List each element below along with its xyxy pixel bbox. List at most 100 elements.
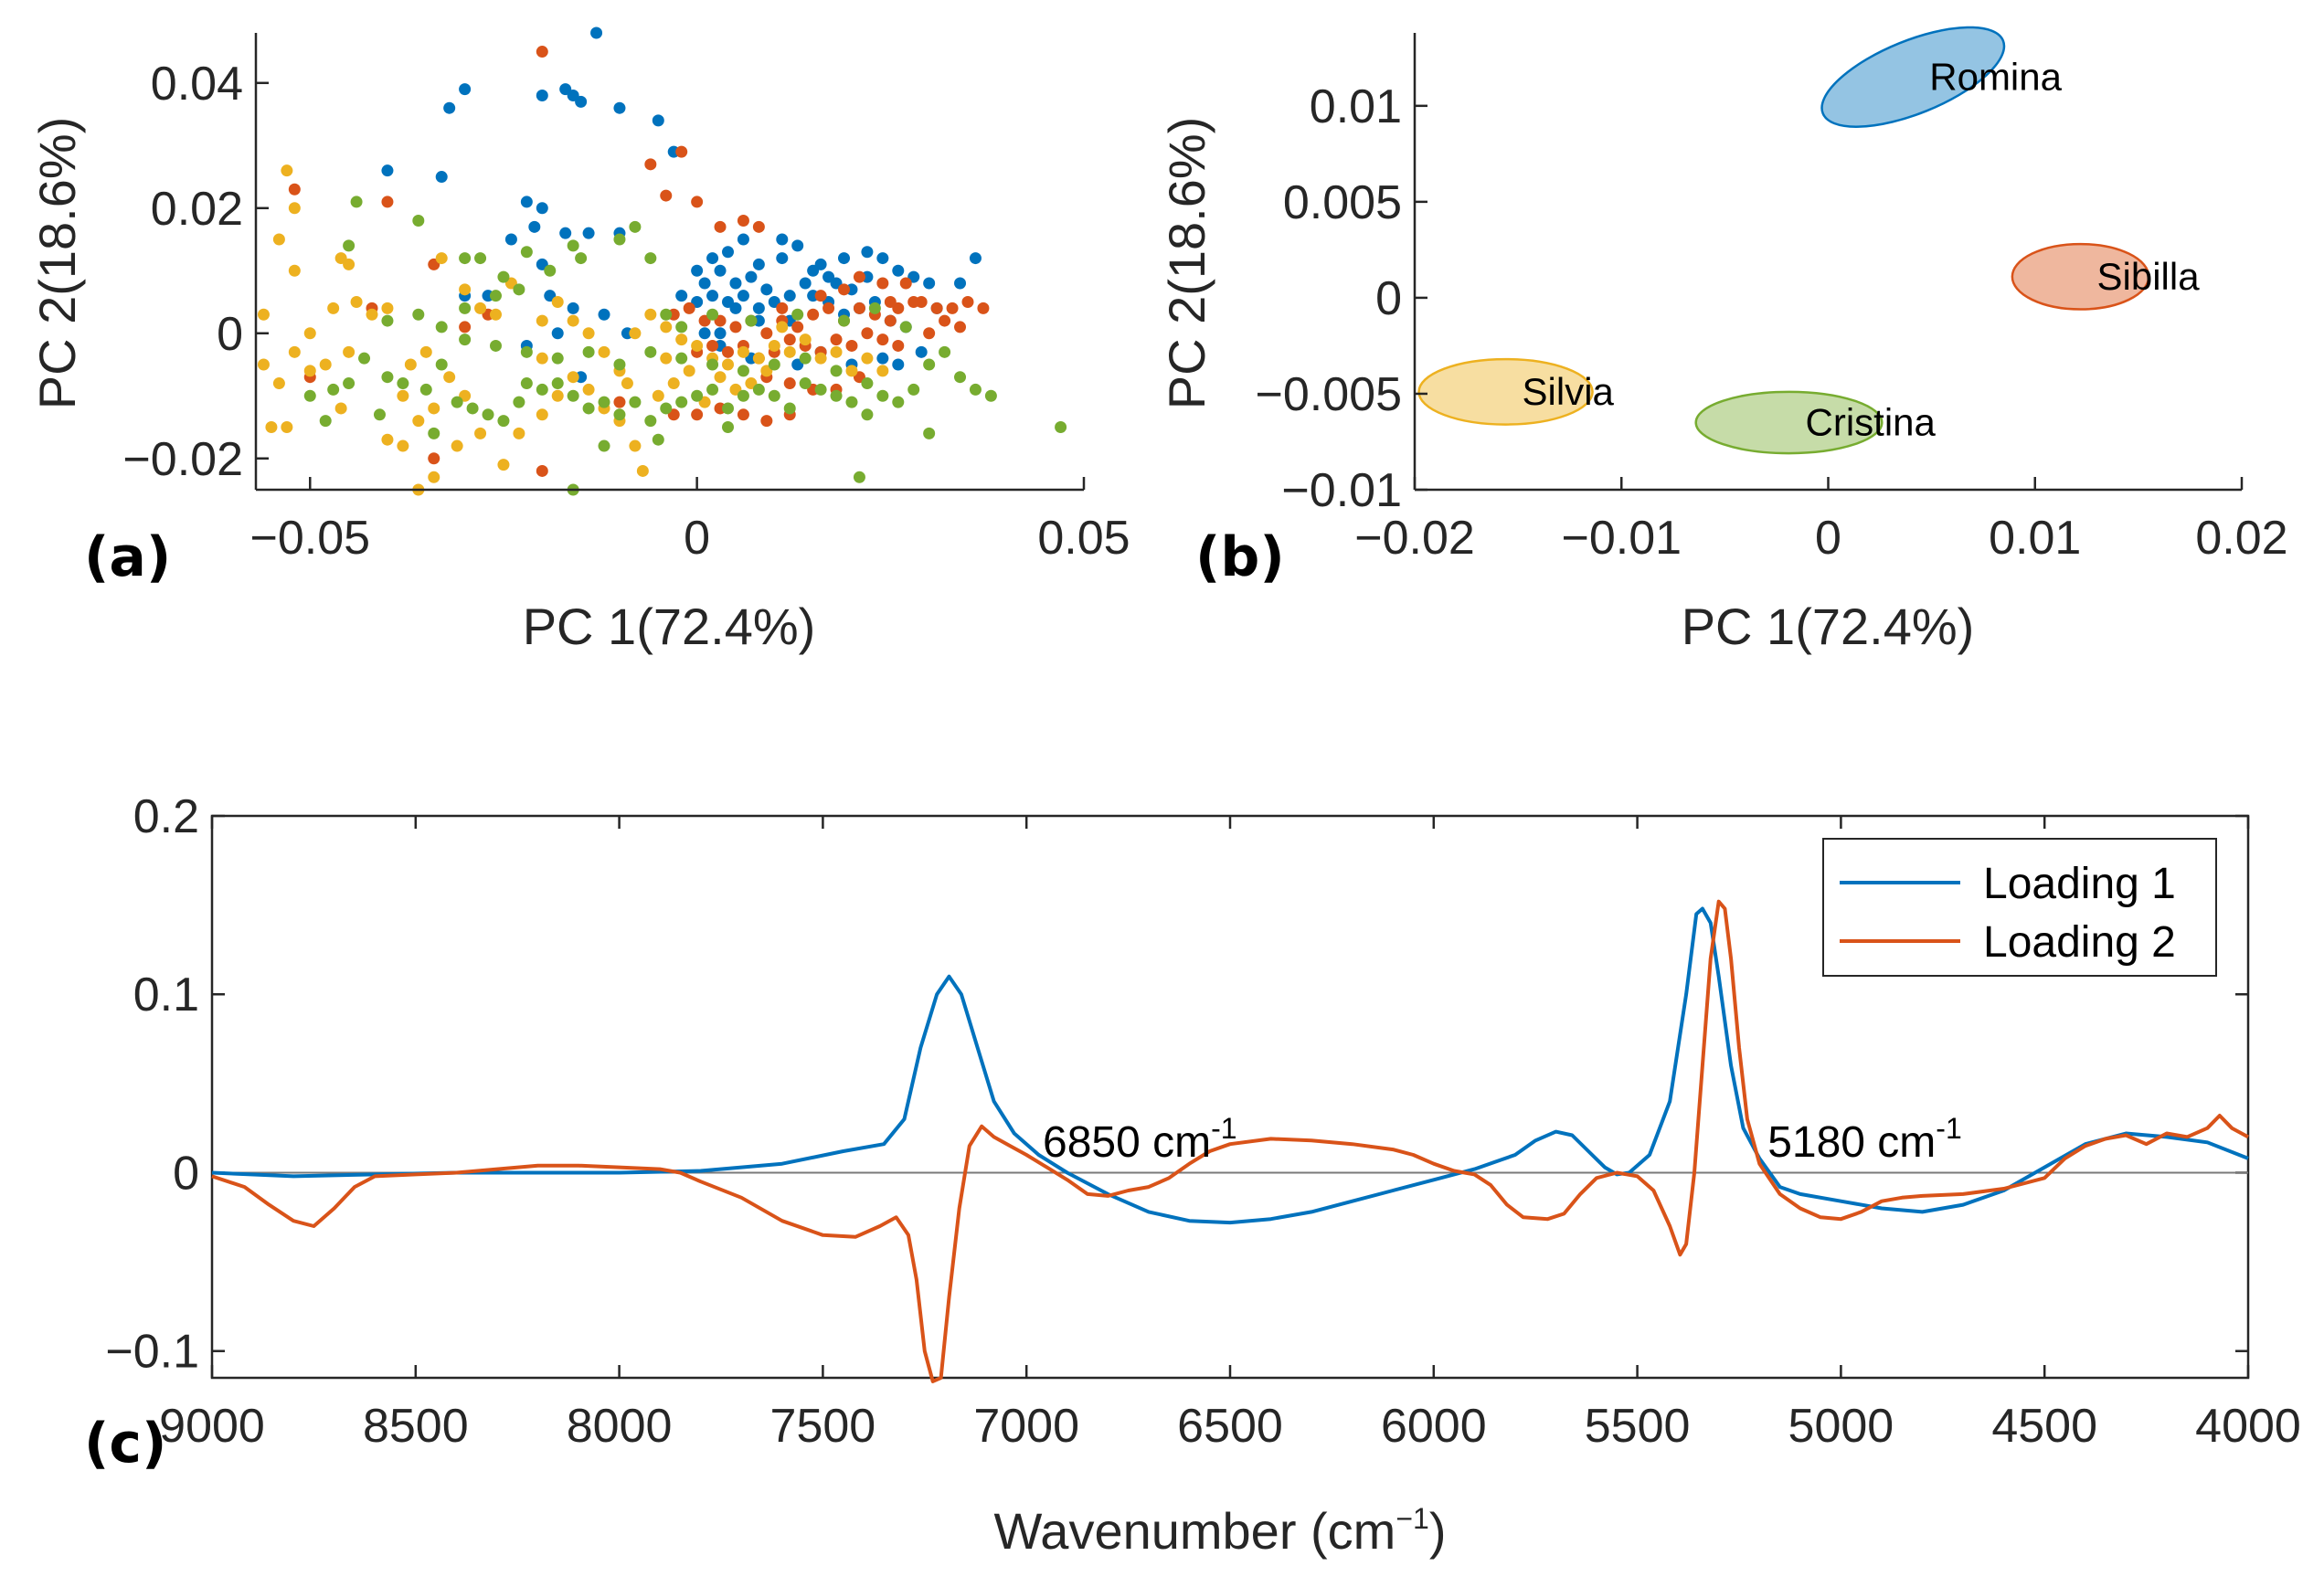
scatter-point-silvia [621,377,633,390]
scatter-plot-a: −0.05 0 0.05 −0.02 0 0.02 0.04 PC 1(72.4%) PC … [28,26,1130,655]
scatter-point-silvia [435,252,448,265]
scatter-point-silvia [536,352,548,365]
scatter-point-silvia [636,464,649,477]
scatter-point-cristina [644,345,657,358]
scatter-point-cristina [845,396,858,408]
scatter-point-sibilla [536,464,548,477]
annotations: 6850 cm-1 5180 cm-1 [1043,1112,1962,1167]
scatter-point-cristina [722,402,735,415]
scatter-point-cristina [706,358,719,371]
scatter-point-cristina [327,383,340,396]
scatter-point-sibilla [892,339,905,352]
scatter-point-silvia [288,264,301,277]
x-tick-label: 7000 [973,1400,1079,1453]
scatter-point-silvia [551,389,564,402]
scatter-point-cristina [582,345,595,358]
scatter-point-romina [876,252,889,265]
y-tick-label: −0.1 [105,1326,199,1379]
scatter-point-sibilla [752,220,765,233]
scatter-point-romina [567,89,579,101]
scatter-point-romina [745,270,758,283]
y-tick-label: −0.02 [122,433,243,486]
scatter-point-silvia [876,365,889,377]
x-tick-label: −0.01 [1561,512,1682,565]
scatter-point-sibilla [876,333,889,346]
scatter-point-silvia [404,358,417,371]
scatter-point-cristina [567,389,579,402]
group-ellipses: Romina Sibilla Silvia Cristina [1417,26,2200,455]
scatter-point-romina [582,227,595,239]
scatter-point-cristina [752,383,765,396]
scatter-point-silvia [327,302,340,314]
scatter-point-romina [776,233,789,246]
y-tick-label: 0.1 [133,968,199,1021]
y-tick-label: 0 [217,308,243,361]
scatter-point-romina [459,83,472,96]
scatter-point-silvia [660,321,673,333]
scatter-point-silvia [567,371,579,384]
scatter-point-cristina [768,358,780,371]
scatter-point-silvia [288,345,301,358]
scatter-point-silvia [381,302,394,314]
scatter-point-silvia [474,427,487,439]
scatter-point-cristina [660,308,673,321]
scatter-point-silvia [652,389,664,402]
scatter-point-cristina [381,314,394,327]
scatter-point-sibilla [706,339,719,352]
scatter-point-romina [822,270,835,283]
scatter-point-romina [567,302,579,314]
scatter-point-silvia [265,421,278,434]
scatter-point-silvia [582,327,595,340]
scatter-point-silvia [691,339,704,352]
scatter-point-silvia [412,415,425,428]
scatter-point-cristina [830,365,843,377]
legend: Loading 1 Loading 2 [1822,838,2217,977]
x-tick-label: 5000 [1788,1400,1894,1453]
scatter-point-cristina [489,290,502,302]
scatter-point-silvia [629,439,642,452]
scatter-point-romina [675,290,688,302]
x-tick-label: 6500 [1177,1400,1283,1453]
scatter-point-silvia [776,321,789,333]
scatter-point-romina [954,277,967,290]
ellipse-cristina [1694,390,1884,455]
x-tick-label: 4500 [1991,1400,2097,1453]
scatter-point-silvia [343,345,355,358]
scatter-point-romina [737,233,749,246]
scatter-point-sibilla [838,283,851,296]
scatter-point-sibilla [961,296,974,309]
scatter-point-sibilla [946,302,959,314]
scatter-point-silvia [257,358,270,371]
scatter-point-cristina [303,389,316,402]
scatter-point-romina [598,308,610,321]
scatter-point-cristina [629,220,642,233]
scatter-point-cristina [435,321,448,333]
scatter-point-cristina [451,396,463,408]
x-tick-label: −0.05 [249,512,370,565]
scatter-point-romina [969,252,982,265]
scatter-point-silvia [783,345,796,358]
scatter-point-cristina [613,408,626,421]
scatter-point-silvia [303,365,316,377]
scatter-point-cristina [575,252,588,265]
scatter-point-sibilla [899,277,912,290]
scatter-point-romina [435,171,448,184]
scatter-point-romina [706,252,719,265]
scatter-point-romina [714,327,727,340]
scatter-point-sibilla [814,290,827,302]
scatter-point-romina [861,246,874,259]
scatter-point-cristina [899,321,912,333]
scatter-point-romina [536,89,548,101]
scatter-point-sibilla [675,145,688,158]
scatter-point-cristina [482,408,494,421]
y-axis-label: PC 2(18.6%) [28,117,86,410]
scatter-point-silvia [366,308,378,321]
scatter-point-silvia [598,345,610,358]
annotation-label: 6850 cm-1 [1043,1112,1237,1167]
scatter-point-cristina [791,308,804,321]
scatter-point-cristina [939,345,951,358]
scatter-point-silvia [722,358,735,371]
scatter-point-romina [652,114,664,127]
y-tick-label: 0 [1375,272,1402,325]
